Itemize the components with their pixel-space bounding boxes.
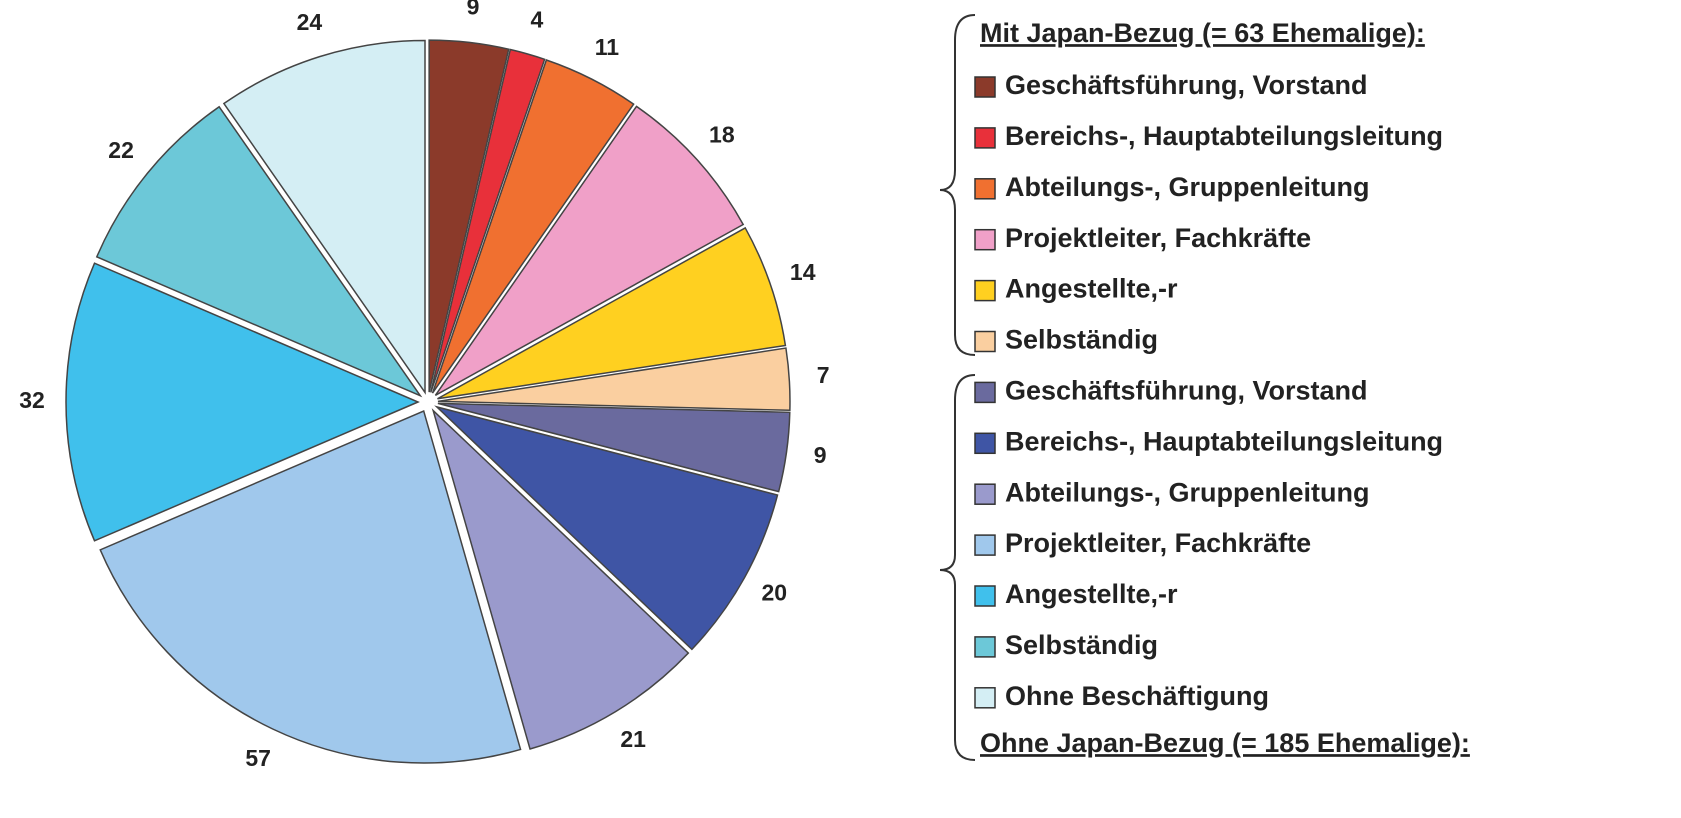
- pie-slice: [434, 105, 745, 396]
- group-title: Ohne Japan-Bezug (= 185 Ehemalige):: [980, 728, 1470, 758]
- brace: [939, 14, 976, 356]
- legend-label: Ohne Beschäftigung: [1005, 681, 1269, 711]
- pie-slice: [437, 402, 791, 493]
- data-label: 4: [531, 6, 544, 32]
- legend-swatch: [974, 127, 996, 149]
- legend-label: Bereichs-, Hauptabteilungsleitung: [1005, 121, 1443, 151]
- data-label: 9: [467, 0, 480, 20]
- pie-slice: [430, 48, 546, 393]
- pie-slice: [99, 410, 522, 764]
- legend-label: Abteilungs-, Gruppenleitung: [1005, 172, 1369, 202]
- legend-label: Abteilungs-, Gruppenleitung: [1005, 477, 1369, 507]
- pie-slice: [95, 105, 423, 398]
- data-label: 32: [19, 387, 45, 413]
- legend-label: Selbständig: [1005, 325, 1158, 355]
- pie-slice: [437, 347, 791, 412]
- pie-slice: [222, 39, 426, 395]
- data-label: 24: [297, 9, 323, 35]
- legend-label: Selbständig: [1005, 630, 1158, 660]
- legend-swatch: [974, 330, 996, 353]
- data-label: 18: [709, 122, 735, 148]
- legend-label: Geschäftsführung, Vorstand: [1005, 70, 1368, 100]
- data-label: 14: [790, 259, 816, 285]
- legend-swatch: [974, 636, 996, 658]
- pie-slice: [431, 59, 635, 394]
- pie-slice: [431, 408, 690, 750]
- group-title: Mit Japan-Bezug (= 63 Ehemalige):: [980, 18, 1425, 48]
- data-label: 7: [817, 362, 830, 388]
- legend-swatch: [974, 381, 996, 404]
- brace: [939, 374, 976, 761]
- pie-slice: [65, 262, 420, 542]
- legend-label: Projektleiter, Fachkräfte: [1005, 223, 1311, 253]
- legend-swatch: [974, 432, 996, 455]
- legend-swatch: [974, 178, 996, 200]
- legend-swatch: [974, 76, 996, 98]
- legend-label: Projektleiter, Fachkräfte: [1005, 528, 1311, 558]
- legend-swatch: [974, 687, 996, 709]
- pie-slice: [428, 39, 510, 393]
- legend-swatch: [974, 534, 996, 556]
- legend-label: Bereichs-, Hauptabteilungsleitung: [1005, 426, 1443, 456]
- pie-slice: [437, 226, 787, 400]
- legend-swatch: [974, 228, 996, 251]
- legend-swatch: [974, 483, 996, 505]
- data-label: 11: [595, 34, 620, 60]
- data-label: 21: [620, 726, 646, 752]
- legend-label: Angestellte,-r: [1005, 579, 1178, 609]
- legend-label: Geschäftsführung, Vorstand: [1005, 376, 1368, 406]
- legend-swatch: [974, 279, 996, 302]
- data-label: 20: [761, 579, 787, 605]
- pie-slice: [434, 405, 779, 651]
- legend-swatch: [974, 585, 996, 607]
- data-label: 22: [108, 137, 134, 163]
- data-label: 57: [245, 745, 271, 771]
- legend-label: Angestellte,-r: [1005, 274, 1178, 304]
- data-label: 9: [814, 442, 827, 468]
